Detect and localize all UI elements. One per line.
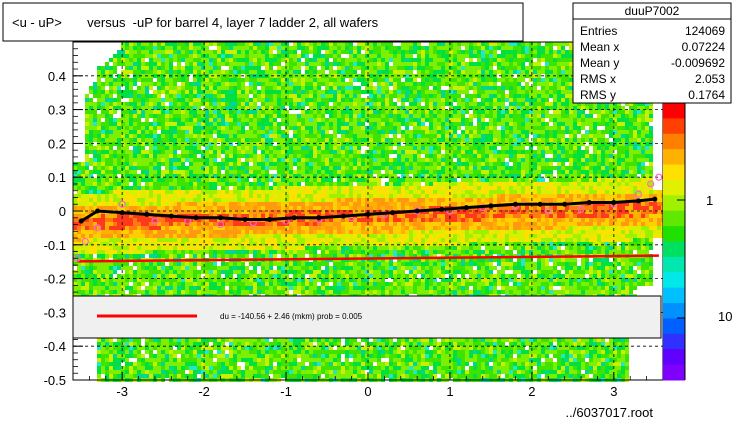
profile-mean-point-19 [537, 201, 543, 207]
colorbar-segment [663, 318, 685, 335]
colorbar-segment [663, 103, 685, 119]
profile-mean-point-24 [652, 196, 658, 202]
colorbar-segment [663, 226, 685, 242]
y-tick-label-1: -0.4 [44, 339, 66, 354]
x-tick-label-3: 0 [364, 384, 371, 399]
fit-legend-label: du = -140.56 + 2.46 (mkm) prob = 0.005 [220, 312, 363, 321]
colorbar-segment [663, 287, 685, 304]
profile-marker-point-19 [634, 190, 643, 198]
y-tick-label-7: 0.2 [48, 136, 66, 151]
stats-label-0: Entries [580, 24, 617, 38]
y-tick-label-0: -0.5 [44, 373, 66, 388]
x-tick-label-6: 3 [610, 384, 617, 399]
colorbar-segment [663, 164, 685, 181]
colorbar [663, 103, 686, 381]
x-tick-label-0: -3 [116, 384, 128, 399]
x-tick-label-4: 1 [446, 384, 453, 399]
profile-marker-point-16 [544, 207, 552, 215]
profile-mean-point-9 [291, 215, 297, 221]
profile-mean-point-4 [168, 213, 174, 219]
profile-mean-point-8 [267, 216, 273, 222]
profile-mean-point-23 [635, 198, 641, 204]
profile-mean-point-22 [611, 200, 617, 206]
y-tick-label-5: 0 [59, 204, 66, 219]
colorbar-segment [663, 179, 685, 196]
stats-label-4: RMS y [580, 88, 616, 102]
profile-mean-point-13 [390, 210, 396, 216]
stats-value-2: -0.009692 [671, 56, 725, 70]
stats-label-1: Mean x [580, 40, 619, 54]
x-tick-label-1: -2 [198, 384, 210, 399]
stats-value-4: 0.1764 [688, 88, 725, 102]
profile-mean-point-17 [488, 203, 494, 209]
colorbar-segment [663, 210, 685, 227]
profile-marker-point-2 [93, 224, 102, 232]
profile-mean-point-16 [463, 205, 469, 211]
colorbar-segment [663, 272, 685, 289]
profile-mean-point-18 [513, 201, 518, 207]
fit-line [77, 254, 659, 263]
profile-mean-point-15 [439, 206, 445, 212]
stats-name: duuP7002 [625, 4, 680, 18]
x-tick-label-5: 2 [528, 384, 535, 399]
stats-value-1: 0.07224 [682, 40, 726, 54]
footer-filename: ../6037017.root [566, 405, 654, 420]
profile-mean-point-7 [242, 216, 248, 222]
stats-label-2: Mean y [580, 56, 619, 70]
colorbar-segment [663, 241, 685, 258]
profile-marker-point-4 [151, 217, 159, 225]
colorbar-segment [663, 303, 685, 319]
title-box [2, 2, 524, 42]
stats-label-3: RMS x [580, 72, 616, 86]
y-tick-label-3: -0.2 [44, 272, 66, 287]
profile-mean-point-5 [193, 215, 199, 221]
profile-mean-point-0 [78, 218, 84, 224]
profile-mean-point-12 [365, 211, 371, 217]
colorbar-segment [663, 195, 685, 212]
profile-mean-point-11 [340, 213, 346, 219]
profile-marker-point-1 [81, 237, 89, 246]
y-tick-label-2: -0.3 [44, 305, 66, 320]
profile-marker-point-6 [216, 220, 225, 229]
colorbar-tick-label-2: 10 [718, 309, 732, 324]
colorbar-segment [663, 364, 685, 381]
colorbar-segment [663, 149, 685, 166]
y-tick-label-6: 0.1 [48, 170, 66, 185]
y-tick-label-8: 0.3 [48, 103, 66, 118]
colorbar-segment [663, 133, 685, 150]
profile-mean-point-3 [144, 211, 150, 217]
profile-mean-point-1 [95, 208, 101, 214]
profile-mean-point-21 [586, 200, 592, 206]
profile-mean-point-6 [218, 215, 223, 221]
stats-box [572, 2, 732, 104]
colorbar-segment [663, 333, 685, 350]
profile-marker-point-3 [118, 200, 126, 208]
chart-title: <u - uP> versus -uP for barrel 4, layer … [12, 15, 379, 30]
profile-marker-point-20 [647, 180, 655, 188]
profile-marker-point-17 [577, 205, 585, 213]
colorbar-tick-label-1: 1 [706, 193, 713, 208]
colorbar-segment [663, 118, 685, 135]
y-tick-label-9: 0.4 [48, 69, 66, 84]
profile-mean-point-10 [316, 215, 322, 221]
colorbar-segment [663, 349, 685, 366]
colorbar-segment [663, 256, 685, 273]
y-tick-label-4: -0.1 [44, 238, 66, 253]
profile-mean-point-2 [119, 210, 125, 216]
profile-mean-point-20 [562, 201, 568, 207]
stats-value-3: 2.053 [695, 72, 725, 86]
stats-value-0: 124069 [685, 24, 725, 38]
profile-mean-point-14 [414, 208, 420, 214]
x-tick-label-2: -1 [280, 384, 292, 399]
profile-marker-point-21 [655, 173, 663, 181]
